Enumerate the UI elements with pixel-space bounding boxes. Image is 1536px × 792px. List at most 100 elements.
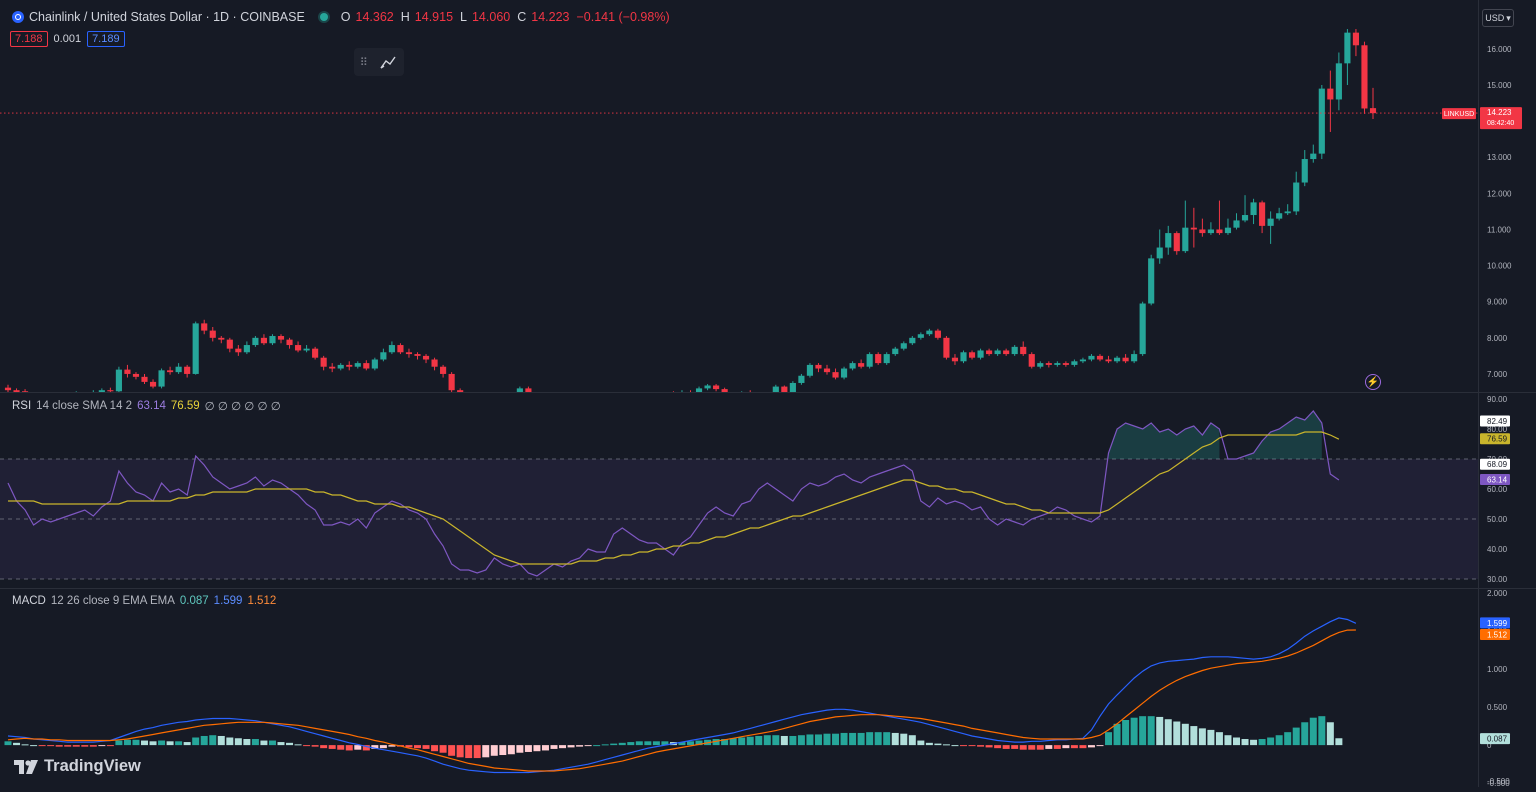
candle-body bbox=[56, 396, 62, 397]
macd-histogram-bar bbox=[951, 745, 959, 747]
macd-histogram-bar bbox=[448, 745, 456, 756]
macd-histogram-bar bbox=[755, 735, 763, 746]
macd-histogram-bar bbox=[98, 745, 106, 747]
candle-body bbox=[346, 364, 353, 367]
macd-histogram-bar bbox=[661, 741, 669, 746]
candle-body bbox=[1284, 211, 1291, 214]
macd-histogram-bar bbox=[1045, 745, 1053, 749]
main-legend: Chainlink / United States Dollar · 1D · … bbox=[12, 10, 672, 24]
macd-histogram-bar bbox=[362, 745, 370, 751]
price-change: −0.141 (−0.98%) bbox=[576, 10, 670, 24]
rsi-value-badge-label: 63.14 bbox=[1487, 476, 1508, 485]
rsi-legend-sma-value: 76.59 bbox=[170, 400, 200, 412]
macd-histogram-bar bbox=[866, 732, 874, 746]
rsi-high-badge-label: 82.49 bbox=[1487, 417, 1508, 426]
currency-selector[interactable]: USD ▾ bbox=[1482, 9, 1514, 27]
candle-body bbox=[491, 397, 497, 399]
macd-signal-line bbox=[7, 629, 1356, 772]
candle-body bbox=[294, 345, 302, 351]
macd-histogram-bar bbox=[1207, 729, 1215, 746]
candle-body bbox=[917, 334, 924, 338]
macd-histogram-bar bbox=[874, 732, 882, 746]
macd-tick-label: 1.000 bbox=[1487, 665, 1508, 674]
candle-body bbox=[312, 348, 319, 358]
candle-body bbox=[167, 370, 174, 373]
chevron-down-icon: ▾ bbox=[1506, 12, 1511, 23]
sell-button[interactable]: 7.188 bbox=[10, 31, 48, 47]
buy-button[interactable]: 7.189 bbox=[87, 31, 125, 47]
candle-body bbox=[977, 350, 984, 358]
candle-body bbox=[1301, 159, 1308, 183]
drawing-toolbar[interactable]: ⠿ bbox=[354, 48, 404, 76]
trend-line-tool-icon[interactable] bbox=[378, 53, 398, 71]
macd-histogram-bar bbox=[1301, 722, 1309, 746]
macd-histogram-bar bbox=[115, 740, 123, 746]
macd-histogram-bar bbox=[473, 745, 481, 759]
macd-histogram-bar bbox=[1122, 719, 1130, 746]
macd-histogram-bar bbox=[1309, 717, 1317, 746]
candle-body bbox=[713, 385, 720, 390]
candle-body bbox=[243, 345, 250, 353]
candle-body bbox=[260, 337, 268, 344]
candle-body bbox=[1131, 354, 1138, 362]
rsi-tick-label: 80.00 bbox=[1487, 425, 1508, 434]
macd-histogram-bar bbox=[166, 741, 174, 746]
candle-body bbox=[508, 394, 514, 396]
symbol-title[interactable]: Chainlink / United States Dollar · 1D · … bbox=[29, 10, 305, 24]
macd-histogram-bar bbox=[968, 745, 976, 747]
macd-histogram-bar bbox=[1036, 745, 1044, 750]
trade-buttons: 7.188 0.001 7.189 bbox=[10, 31, 125, 47]
rsi-legend: RSI 14 close SMA 14 2 63.14 76.59 ∅ ∅ ∅ … bbox=[12, 399, 281, 413]
candle-body bbox=[483, 396, 489, 400]
macd-histogram-bar bbox=[55, 745, 63, 747]
tradingview-logo[interactable]: TradingView bbox=[14, 757, 141, 776]
candle-body bbox=[380, 352, 387, 360]
macd-histogram-bar bbox=[431, 745, 439, 752]
candle-body bbox=[1216, 229, 1223, 234]
candle-body bbox=[4, 387, 12, 391]
candle-body bbox=[184, 366, 191, 374]
macd-histogram-bar bbox=[1147, 716, 1155, 746]
candle-body bbox=[875, 354, 882, 364]
macd-histogram-bar bbox=[541, 745, 549, 751]
candle-body bbox=[158, 370, 165, 387]
candle-body bbox=[98, 390, 105, 392]
rsi-legend-params: 14 close SMA 14 2 bbox=[36, 400, 133, 412]
macd-histogram-bar bbox=[1250, 739, 1258, 746]
macd-histogram-bar bbox=[1062, 745, 1070, 749]
candle-body bbox=[1199, 229, 1206, 234]
macd-legend-name[interactable]: MACD bbox=[12, 595, 46, 607]
candle-body bbox=[431, 359, 438, 367]
candle-body bbox=[849, 363, 856, 369]
macd-histogram-bar bbox=[499, 745, 507, 756]
drag-handle-icon[interactable]: ⠿ bbox=[359, 56, 368, 69]
macd-histogram-bar bbox=[1113, 723, 1121, 746]
macd-line bbox=[7, 617, 1357, 774]
macd-histogram-bar bbox=[1224, 735, 1232, 746]
candle-body bbox=[277, 336, 285, 340]
candle-body bbox=[806, 364, 814, 376]
candle-body bbox=[21, 391, 29, 392]
candle-body bbox=[1079, 359, 1087, 362]
macd-histogram-bar bbox=[567, 745, 575, 748]
candle-body bbox=[1344, 32, 1351, 64]
macd-legend-signal-value: 1.512 bbox=[247, 595, 277, 607]
ohlc-low-value: 14.060 bbox=[471, 10, 511, 24]
macd-histogram-bar bbox=[891, 732, 899, 746]
alert-lightning-icon[interactable]: ⚡ bbox=[1365, 374, 1381, 390]
candle-body bbox=[892, 348, 899, 355]
rsi-legend-name[interactable]: RSI bbox=[12, 400, 32, 412]
candle-body bbox=[815, 364, 822, 369]
macd-histogram-bar bbox=[857, 732, 865, 746]
macd-histogram-bar bbox=[1181, 723, 1189, 746]
macd-legend-macd-value: 1.599 bbox=[213, 595, 243, 607]
macd-histogram-bar bbox=[652, 741, 660, 746]
candle-body bbox=[448, 373, 455, 391]
macd-histogram-bar bbox=[1053, 745, 1061, 749]
macd-histogram-bar bbox=[627, 742, 635, 746]
macd-histogram-bar bbox=[977, 745, 985, 747]
macd-histogram-bar bbox=[294, 744, 302, 746]
candle-body bbox=[764, 394, 770, 396]
